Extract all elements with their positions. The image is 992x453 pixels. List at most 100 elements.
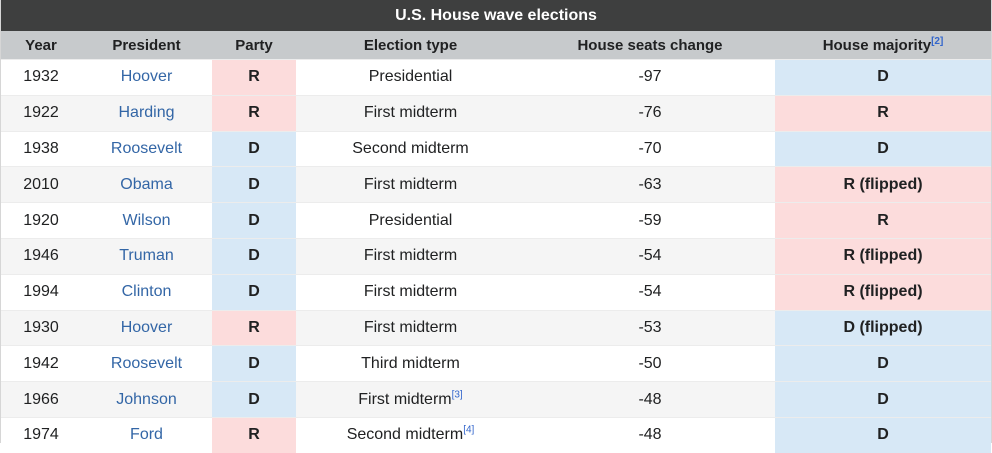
cell-majority: D (flipped) bbox=[775, 309, 991, 346]
cell-party: R bbox=[212, 59, 296, 96]
cell-seats-change: -53 bbox=[525, 309, 775, 346]
cell-majority: R (flipped) bbox=[775, 237, 991, 275]
cell-president-link[interactable]: Clinton bbox=[81, 273, 212, 311]
cell-president-link[interactable]: Hoover bbox=[81, 59, 212, 96]
cell-party: D bbox=[212, 381, 296, 418]
cell-election-type: First midterm bbox=[296, 309, 525, 346]
table-row: 1966 Johnson D First midterm[3] -48 D bbox=[1, 381, 991, 418]
cell-election-type: Third midterm bbox=[296, 345, 525, 382]
table-title: U.S. House wave elections bbox=[1, 0, 991, 31]
header-party: Party bbox=[212, 31, 296, 60]
election-type-text: First midterm bbox=[358, 390, 452, 408]
cell-party: D bbox=[212, 345, 296, 382]
cell-party: D bbox=[212, 166, 296, 203]
footnote-link[interactable]: [2] bbox=[931, 35, 944, 47]
cell-year: 1922 bbox=[1, 94, 81, 132]
cell-majority: D bbox=[775, 416, 991, 453]
cell-president-link[interactable]: Obama bbox=[81, 166, 212, 203]
cell-seats-change: -63 bbox=[525, 166, 775, 203]
table-header: Year President Party Election type House… bbox=[1, 31, 991, 60]
cell-majority: R bbox=[775, 94, 991, 132]
header-majority-label: House majority bbox=[822, 36, 932, 54]
cell-election-type: Presidential bbox=[296, 202, 525, 239]
cell-president-link[interactable]: Roosevelt bbox=[81, 345, 212, 382]
cell-year: 1930 bbox=[1, 309, 81, 346]
cell-party: D bbox=[212, 130, 296, 167]
cell-majority: R bbox=[775, 202, 991, 239]
cell-seats-change: -54 bbox=[525, 237, 775, 275]
cell-election-type: First midterm bbox=[296, 94, 525, 132]
cell-president-link[interactable]: Hoover bbox=[81, 309, 212, 346]
cell-president-link[interactable]: Ford bbox=[81, 416, 212, 453]
table-row: 1942 Roosevelt D Third midterm -50 D bbox=[1, 345, 991, 382]
cell-election-type: First midterm[3] bbox=[296, 381, 525, 418]
election-type-text: First midterm bbox=[363, 247, 458, 265]
cell-party: D bbox=[212, 273, 296, 311]
cell-president-link[interactable]: Harding bbox=[81, 94, 212, 132]
election-type-text: First midterm bbox=[363, 283, 458, 301]
election-type-text: Second midterm bbox=[346, 426, 464, 444]
header-year: Year bbox=[1, 31, 81, 60]
cell-majority: D bbox=[775, 345, 991, 382]
table-row: 1932 Hoover R Presidential -97 D bbox=[1, 59, 991, 96]
cell-year: 1932 bbox=[1, 59, 81, 96]
cell-president-link[interactable]: Johnson bbox=[81, 381, 212, 418]
table-row: 1930 Hoover R First midterm -53 D (flipped) bbox=[1, 309, 991, 346]
footnote-link[interactable]: [3] bbox=[451, 389, 463, 401]
cell-election-type: Second midterm[4] bbox=[296, 416, 525, 453]
table-row: 1922 Harding R First midterm -76 R bbox=[1, 94, 991, 132]
table-row: 1974 Ford R Second midterm[4] -48 D bbox=[1, 416, 991, 453]
cell-party: R bbox=[212, 309, 296, 346]
election-type-text: First midterm bbox=[363, 318, 458, 336]
cell-seats-change: -48 bbox=[525, 416, 775, 453]
cell-year: 1974 bbox=[1, 416, 81, 453]
table-row: 1994 Clinton D First midterm -54 R (flipped) bbox=[1, 273, 991, 311]
cell-election-type: First midterm bbox=[296, 166, 525, 203]
cell-year: 1966 bbox=[1, 381, 81, 418]
election-type-text: First midterm bbox=[363, 175, 458, 193]
table-body: 1932 Hoover R Presidential -97 D 1922 Harding R F… bbox=[1, 59, 991, 453]
cell-year: 1994 bbox=[1, 273, 81, 311]
cell-seats-change: -54 bbox=[525, 273, 775, 311]
cell-seats-change: -76 bbox=[525, 94, 775, 132]
election-type-text: Second midterm bbox=[352, 139, 469, 157]
cell-party: D bbox=[212, 202, 296, 239]
cell-majority: R (flipped) bbox=[775, 166, 991, 203]
cell-seats-change: -48 bbox=[525, 381, 775, 418]
cell-election-type: First midterm bbox=[296, 237, 525, 275]
election-type-text: Third midterm bbox=[361, 354, 460, 372]
cell-party: D bbox=[212, 237, 296, 275]
cell-majority: D bbox=[775, 59, 991, 96]
table-row: 1920 Wilson D Presidential -59 R bbox=[1, 202, 991, 239]
cell-party: R bbox=[212, 416, 296, 453]
header-president: President bbox=[81, 31, 212, 60]
table-row: 1938 Roosevelt D Second midterm -70 D bbox=[1, 130, 991, 167]
cell-seats-change: -97 bbox=[525, 59, 775, 96]
cell-year: 2010 bbox=[1, 166, 81, 203]
election-type-text: First midterm bbox=[363, 104, 458, 122]
cell-president-link[interactable]: Truman bbox=[81, 237, 212, 275]
cell-seats-change: -50 bbox=[525, 345, 775, 382]
cell-party: R bbox=[212, 94, 296, 132]
election-type-text: Presidential bbox=[368, 211, 453, 229]
header-election-type: Election type bbox=[296, 31, 525, 60]
cell-president-link[interactable]: Roosevelt bbox=[81, 130, 212, 167]
cell-majority: D bbox=[775, 130, 991, 167]
cell-year: 1938 bbox=[1, 130, 81, 167]
cell-year: 1946 bbox=[1, 237, 81, 275]
table-row: 1946 Truman D First midterm -54 R (flipped) bbox=[1, 237, 991, 275]
wave-elections-table: Year President Party Election type House… bbox=[1, 31, 991, 453]
footnote-link[interactable]: [4] bbox=[463, 425, 475, 437]
header-majority: House majority[2] bbox=[775, 31, 991, 60]
cell-seats-change: -70 bbox=[525, 130, 775, 167]
election-type-text: Presidential bbox=[368, 68, 453, 86]
header-row: Year President Party Election type House… bbox=[1, 31, 991, 60]
table-row: 2010 Obama D First midterm -63 R (flipped) bbox=[1, 166, 991, 203]
header-seats-change: House seats change bbox=[525, 31, 775, 60]
cell-election-type: Presidential bbox=[296, 59, 525, 96]
cell-seats-change: -59 bbox=[525, 202, 775, 239]
cell-majority: D bbox=[775, 381, 991, 418]
cell-president-link[interactable]: Wilson bbox=[81, 202, 212, 239]
cell-election-type: First midterm bbox=[296, 273, 525, 311]
